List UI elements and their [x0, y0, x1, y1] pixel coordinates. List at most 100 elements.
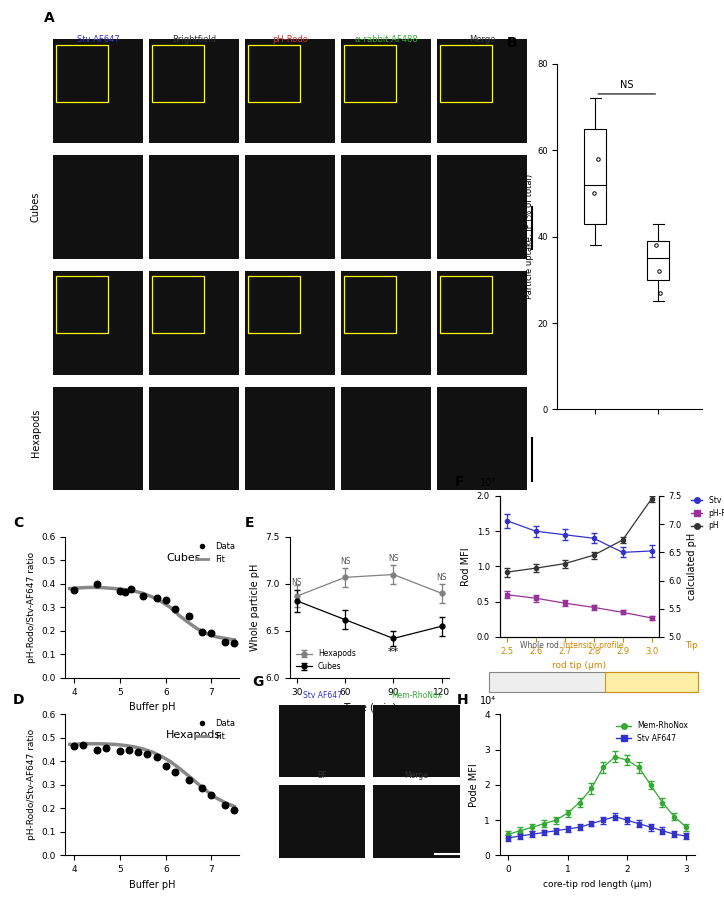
- Text: **: **: [388, 647, 399, 657]
- Point: [114, 583, 126, 598]
- Legend: Data, Fit: Data, Fit: [193, 715, 238, 744]
- Bar: [437, 271, 527, 375]
- Point: [119, 585, 130, 600]
- Point: [114, 743, 126, 758]
- Point: [77, 738, 89, 753]
- Bar: [279, 785, 366, 858]
- Bar: [245, 387, 335, 490]
- Y-axis label: Particle uptake, IF (% of total): Particle uptake, IF (% of total): [526, 174, 534, 299]
- Point: [196, 781, 208, 795]
- Point: [169, 764, 181, 779]
- Text: Merge: Merge: [405, 772, 428, 780]
- Point: [91, 743, 103, 757]
- Text: NS: NS: [388, 554, 399, 563]
- Text: C: C: [13, 516, 23, 530]
- Text: Stv AF647: Stv AF647: [77, 35, 119, 44]
- Bar: [584, 128, 606, 224]
- Text: B: B: [507, 35, 518, 50]
- Text: NS: NS: [620, 80, 634, 89]
- Text: H: H: [457, 693, 468, 707]
- Bar: [373, 785, 460, 858]
- Bar: [248, 45, 300, 102]
- Point: [206, 788, 217, 803]
- Y-axis label: pH-Rodo/Stv-AF647 ratio: pH-Rodo/Stv-AF647 ratio: [27, 729, 35, 841]
- Text: Tip: Tip: [686, 642, 698, 650]
- Bar: [279, 704, 366, 777]
- Bar: [373, 704, 460, 777]
- Point: [91, 577, 103, 592]
- Text: Brightfield: Brightfield: [172, 35, 216, 44]
- Bar: [56, 276, 108, 333]
- Y-axis label: Pode MFI: Pode MFI: [468, 763, 479, 807]
- Bar: [149, 39, 240, 143]
- Point: [219, 634, 231, 649]
- Point: [69, 739, 80, 753]
- Bar: [56, 45, 108, 102]
- Text: A: A: [43, 11, 54, 25]
- Point: [151, 591, 162, 605]
- Bar: [437, 155, 527, 258]
- Bar: [149, 387, 240, 490]
- Bar: [439, 45, 492, 102]
- Legend: Mem-RhoNox, Stv AF647: Mem-RhoNox, Stv AF647: [613, 718, 691, 746]
- Point: [183, 609, 195, 623]
- Bar: [149, 271, 240, 375]
- Bar: [152, 276, 204, 333]
- X-axis label: Buffer pH: Buffer pH: [129, 703, 175, 713]
- Bar: [647, 241, 669, 279]
- Point: [196, 625, 208, 640]
- Text: Whole rod: Whole rod: [520, 642, 559, 650]
- Text: NS: NS: [292, 578, 302, 587]
- Text: E: E: [245, 516, 255, 530]
- Y-axis label: pH-Rodo/Stv-AF647 ratio: pH-Rodo/Stv-AF647 ratio: [27, 551, 35, 663]
- Text: NS: NS: [340, 557, 350, 566]
- Bar: [152, 45, 204, 102]
- Bar: [341, 39, 432, 143]
- Point: [151, 750, 162, 764]
- Text: Merge: Merge: [469, 35, 496, 44]
- Point: [69, 582, 80, 597]
- Text: Hexapods: Hexapods: [31, 409, 41, 457]
- Bar: [245, 155, 335, 258]
- Text: α-rabbit AF488: α-rabbit AF488: [355, 35, 418, 44]
- Text: NS: NS: [437, 573, 447, 582]
- X-axis label: Time (min): Time (min): [342, 703, 396, 713]
- Text: G: G: [253, 675, 264, 690]
- Text: BF: BF: [317, 772, 327, 780]
- Point: [101, 741, 112, 755]
- Bar: [605, 672, 698, 693]
- Legend: Hexapods, Cubes: Hexapods, Cubes: [293, 646, 359, 674]
- Text: Intensity profile: Intensity profile: [563, 642, 624, 650]
- Point: [229, 803, 240, 817]
- Text: D: D: [13, 693, 25, 707]
- Bar: [245, 271, 335, 375]
- Text: Mem-RhoNox: Mem-RhoNox: [391, 691, 442, 700]
- Bar: [439, 276, 492, 333]
- Bar: [437, 39, 527, 143]
- Point: [123, 743, 135, 757]
- Bar: [344, 45, 396, 102]
- Bar: [54, 387, 143, 490]
- Text: pH-Rodo: pH-Rodo: [272, 35, 308, 44]
- Point: [183, 773, 195, 787]
- Bar: [341, 271, 432, 375]
- Point: [206, 626, 217, 641]
- Point: [169, 602, 181, 616]
- Text: Cubes: Cubes: [31, 192, 41, 222]
- Legend: Data, Fit: Data, Fit: [193, 538, 238, 567]
- X-axis label: core-tip rod length (μm): core-tip rod length (μm): [543, 880, 652, 889]
- Bar: [341, 387, 432, 490]
- Bar: [489, 672, 698, 693]
- Text: 10⁴: 10⁴: [480, 696, 496, 706]
- Point: [229, 636, 240, 651]
- Point: [160, 593, 172, 608]
- Point: [219, 797, 231, 812]
- Bar: [248, 276, 300, 333]
- Point: [126, 581, 138, 596]
- Bar: [245, 39, 335, 143]
- Bar: [149, 155, 240, 258]
- Bar: [341, 155, 432, 258]
- Point: [132, 744, 144, 759]
- Y-axis label: calculated pH: calculated pH: [687, 533, 697, 600]
- Text: 10⁷: 10⁷: [481, 478, 497, 488]
